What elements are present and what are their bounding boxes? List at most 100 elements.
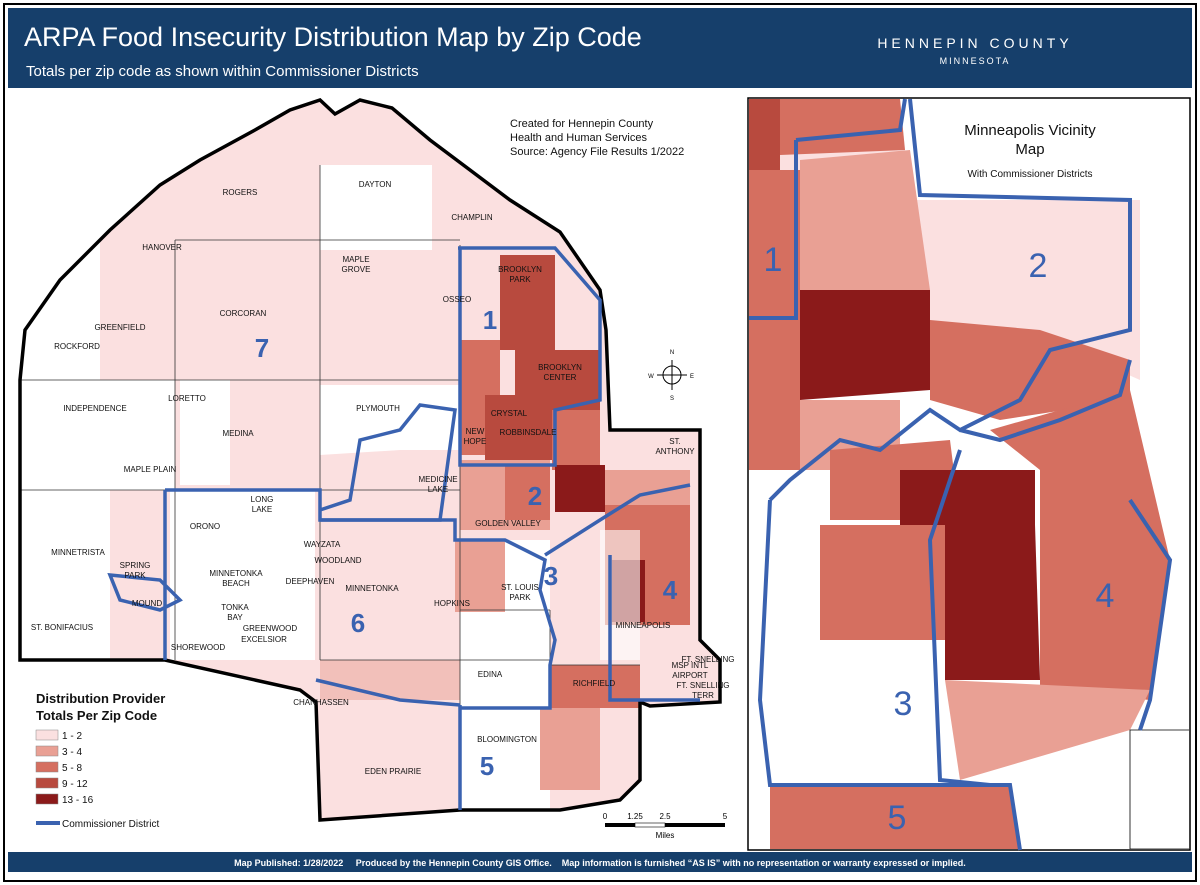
- place-label: ST.: [669, 437, 681, 446]
- place-label: PLYMOUTH: [356, 404, 400, 413]
- place-label: FT. SNELLING: [677, 681, 730, 690]
- legend-label: 3 - 4: [62, 747, 82, 758]
- title: ARPA Food Insecurity Distribution Map by…: [24, 22, 642, 52]
- place-label: HOPKINS: [434, 599, 470, 608]
- place-label: LAKE: [428, 485, 448, 494]
- place-label: GREENFIELD: [94, 323, 145, 332]
- place-label: HANOVER: [142, 243, 182, 252]
- inset-district-number: 4: [1096, 577, 1115, 615]
- place-label: MEDINA: [222, 429, 254, 438]
- place-label: ROCKFORD: [54, 342, 100, 351]
- place-label: CHANHASSEN: [293, 698, 349, 707]
- legend-swatch: [35, 745, 59, 757]
- legend-label: 9 - 12: [62, 779, 88, 790]
- place-label: DEEPHAVEN: [286, 577, 335, 586]
- place-label: CHAMPLIN: [451, 213, 493, 222]
- compass-letter: S: [670, 396, 674, 402]
- place-label: WOODLAND: [314, 556, 361, 565]
- inset-district-number: 2: [1029, 247, 1048, 285]
- district-number: 5: [480, 751, 494, 781]
- place-label: ST. BONIFACIUS: [31, 623, 93, 632]
- place-label: EXCELSIOR: [241, 635, 287, 644]
- main-map: [18, 98, 722, 822]
- zip-fills: [20, 100, 720, 820]
- scale-unit: Miles: [656, 831, 675, 840]
- county-outline: [18, 98, 722, 822]
- legend-swatch: [35, 761, 59, 773]
- place-label: EDEN PRAIRIE: [365, 767, 421, 776]
- place-label: MINNETONKA: [209, 569, 263, 578]
- place-label: TONKA: [221, 603, 249, 612]
- district-number: 1: [483, 305, 497, 335]
- place-label: CENTER: [544, 373, 577, 382]
- inset-title: Minneapolis Vicinity: [964, 122, 1096, 139]
- legend-title: Totals Per Zip Code: [36, 708, 157, 723]
- place-label: GOLDEN VALLEY: [475, 519, 541, 528]
- inset-district-number: 5: [888, 799, 907, 837]
- inset-subtitle: With Commissioner Districts: [967, 169, 1092, 180]
- legend-swatch: [35, 729, 59, 741]
- place-label: LORETTO: [168, 394, 206, 403]
- subtitle: Totals per zip code as shown within Comm…: [26, 63, 419, 80]
- legend-label: 1 - 2: [62, 731, 82, 742]
- place-label: CORCORAN: [220, 309, 267, 318]
- place-label: FT. SNELLING: [682, 655, 735, 664]
- legend-label: 5 - 8: [62, 763, 82, 774]
- place-label: PARK: [509, 593, 531, 602]
- place-label: MAPLE: [342, 255, 369, 264]
- place-label: ST. LOUIS: [501, 583, 539, 592]
- place-label: RICHFIELD: [573, 679, 615, 688]
- district-lines: [107, 246, 700, 810]
- place-label: LONG: [251, 495, 274, 504]
- place-label: GREENWOOD: [243, 624, 297, 633]
- place-label: SHOREWOOD: [171, 643, 225, 652]
- scale-label: 5: [723, 812, 728, 821]
- place-label: MAPLE PLAIN: [124, 465, 177, 474]
- credit: Health and Human Services: [510, 132, 647, 144]
- place-label: ORONO: [190, 522, 220, 531]
- scale-label: 2.5: [659, 812, 671, 821]
- inset-map: Minneapolis Vicinity Map With Commission…: [749, 98, 1189, 851]
- place-label: BROOKLYN: [498, 265, 542, 274]
- place-label: PARK: [124, 571, 146, 580]
- place-label: PARK: [509, 275, 531, 284]
- place-label: DAYTON: [359, 180, 392, 189]
- place-label: LAKE: [252, 505, 272, 514]
- footer-bar: [8, 852, 1192, 872]
- compass-letter: E: [690, 374, 694, 380]
- compass: [657, 360, 687, 390]
- district-number: 7: [255, 333, 269, 363]
- place-label: OSSEO: [443, 295, 471, 304]
- scale-label: 1.25: [627, 812, 643, 821]
- compass-letter: W: [648, 374, 654, 380]
- credit: Source: Agency File Results 1/2022: [510, 146, 684, 158]
- place-label: CRYSTAL: [491, 409, 528, 418]
- inset-district-number: 1: [764, 241, 783, 279]
- place-label: MINNEAPOLIS: [616, 621, 671, 630]
- place-label: MINNETONKA: [345, 584, 399, 593]
- district-number: 3: [544, 561, 558, 591]
- place-label: ANTHONY: [655, 447, 695, 456]
- place-label: MEDICINE: [418, 475, 457, 484]
- inset-district-number: 3: [894, 685, 913, 723]
- district-number: 2: [528, 481, 542, 511]
- place-label: BROOKLYN: [538, 363, 582, 372]
- scale-label: 0: [603, 812, 608, 821]
- inset-district-lines: [749, 98, 1173, 851]
- state: MINNESOTA: [940, 56, 1011, 66]
- legend-swatch: [35, 793, 59, 805]
- place-label: MOUND: [132, 599, 162, 608]
- footer: Map Published: 1/28/2022 Produced by the…: [234, 858, 966, 868]
- place-label: TERR: [692, 691, 714, 700]
- header-bar: [8, 8, 1192, 88]
- place-label: MSP INTL: [672, 661, 709, 670]
- legend-district-label: Commissioner District: [62, 819, 159, 830]
- inset-title: Map: [1015, 141, 1044, 158]
- place-label: AIRPORT: [672, 671, 708, 680]
- place-label: BLOOMINGTON: [477, 735, 537, 744]
- scale-bar: [605, 822, 725, 828]
- legend-title: Distribution Provider: [36, 691, 165, 706]
- district-number: 4: [663, 575, 678, 605]
